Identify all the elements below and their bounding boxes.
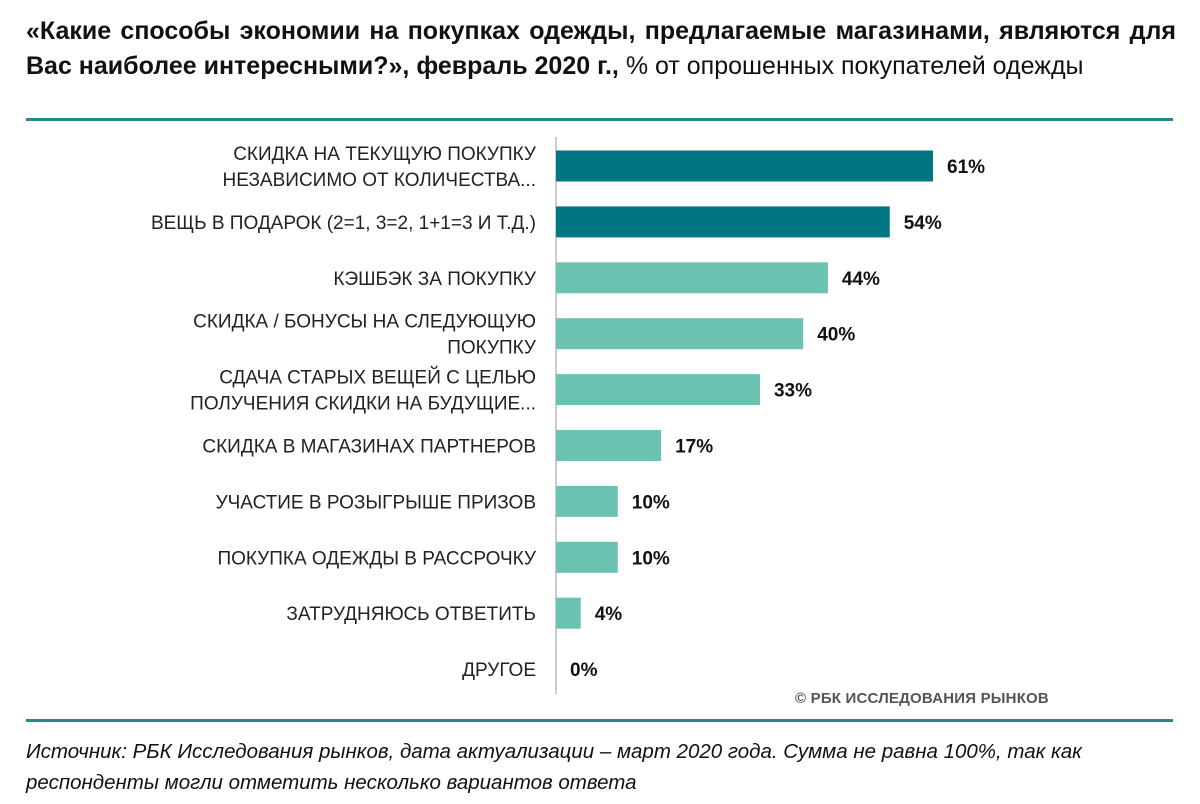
value-label-2: 54% [904,213,942,234]
value-label-10: 0% [570,660,598,681]
bar-3 [556,262,828,294]
bar-9 [556,597,581,629]
top-divider [26,118,1173,121]
bar-6 [556,430,662,461]
value-label-3: 44% [842,269,880,290]
bar-4 [556,318,804,350]
category-label-8-line-1: ПОКУПКА ОДЕЖДЫ В РАССРОЧКУ [217,548,536,569]
value-label-7: 10% [632,492,670,513]
bar-7 [556,485,618,517]
category-label-1-line-1: СКИДКА НА ТЕКУЩУЮ ПОКУПКУ [233,144,537,165]
category-label-7-line-1: УЧАСТИЕ В РОЗЫГРЫШЕ ПРИЗОВ [216,492,536,513]
value-label-4: 40% [817,325,855,346]
chart-title: «Какие способы экономии на покупках одеж… [26,14,1176,84]
source-note: Источник: РБК Исследования рынков, дата … [26,740,1082,794]
category-label-10-line-1: ДРУГОЕ [462,660,536,681]
chart-title-bold: «Какие способы экономии на покупках одеж… [26,17,1176,80]
category-label-5-line-2: ПОЛУЧЕНИЯ СКИДКИ НА БУДУЩИЕ... [190,394,536,415]
value-label-6: 17% [675,437,713,458]
chart-title-unit: % от опрошенных покупателей одежды [625,52,1084,80]
value-label-1: 61% [947,157,985,178]
category-label-2-line-1: ВЕЩЬ В ПОДАРОК (2=1, 3=2, 1+1=3 И Т.Д.) [151,213,536,234]
value-label-9: 4% [595,604,623,625]
bars-group: 61% СКИДКА НА ТЕКУЩУЮ ПОКУПКУ НЕЗАВИСИМО О… [151,137,985,694]
category-label-6-line-1: СКИДКА В МАГАЗИНАХ ПАРТНЕРОВ [202,437,536,458]
copyright-note: © РБК ИССЛЕДОВАНИЯ РЫНКОВ [795,690,1049,707]
value-label-5: 33% [774,381,812,402]
category-label-4-line-2: ПОКУПКУ [447,338,537,359]
category-label-3-line-1: КЭШБЭК ЗА ПОКУПКУ [333,269,537,290]
category-label-5-line-1: СДАЧА СТАРЫХ ВЕЩЕЙ С ЦЕЛЬЮ [219,367,536,389]
bar-8 [556,541,618,573]
bar-5 [556,374,760,406]
category-label-1-line-2: НЕЗАВИСИМО ОТ КОЛИЧЕСТВА... [222,170,536,191]
category-label-9-line-1: ЗАТРУДНЯЮСЬ ОТВЕТИТЬ [286,604,536,625]
category-label-4-line-1: СКИДКА / БОНУСЫ НА СЛЕДУЮЩУЮ [193,312,536,333]
bar-2 [556,206,890,238]
value-label-8: 10% [632,548,670,569]
bottom-divider [26,719,1173,722]
bar-1 [556,150,933,182]
